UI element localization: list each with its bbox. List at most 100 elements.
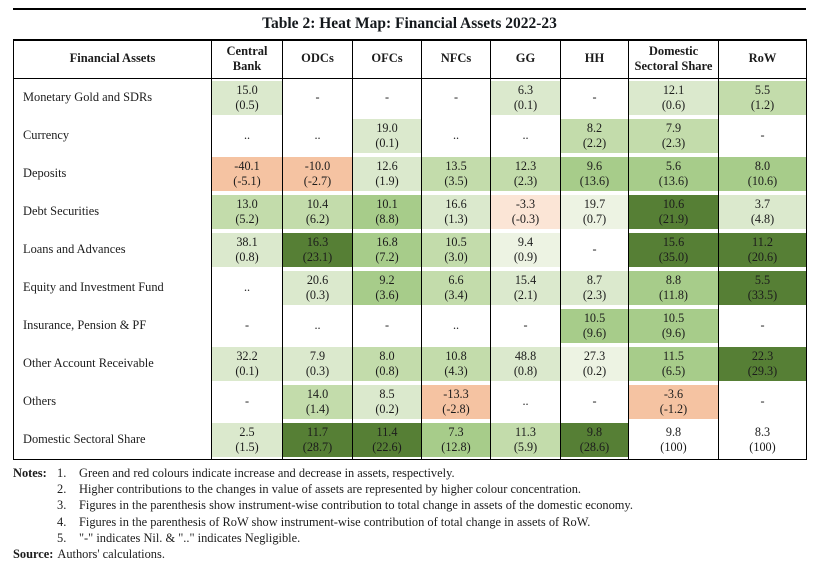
table-row: Equity and Investment Fund.. 20.6 (0.3) 9.2… bbox=[13, 268, 807, 307]
source-label: Source: bbox=[13, 547, 54, 562]
heatmap-cell-fill: 48.8 (0.8) bbox=[491, 346, 560, 381]
heatmap-cell-fill: 11.3 (5.9) bbox=[491, 422, 560, 457]
cell-contribution: (1.4) bbox=[305, 401, 330, 416]
cell-value: 10.4 bbox=[306, 196, 329, 211]
heatmap-cell-fill: 6.6 (3.4) bbox=[422, 270, 490, 305]
heatmap-cell: - bbox=[718, 116, 807, 155]
cell-contribution: (6.2) bbox=[305, 211, 330, 226]
heatmap-cell-fill: - bbox=[719, 308, 806, 343]
cell-value: -10.0 bbox=[304, 158, 331, 173]
column-header-6: HH bbox=[560, 40, 629, 79]
cell-contribution: (0.3) bbox=[305, 287, 330, 302]
cell-value: -40.1 bbox=[234, 158, 260, 173]
cell-contribution: (0.8) bbox=[375, 363, 399, 378]
heatmap-cell-fill: .. bbox=[422, 308, 490, 343]
heatmap-cell: - bbox=[560, 230, 629, 269]
cell-value: .. bbox=[314, 318, 321, 333]
cell-value: - bbox=[760, 128, 765, 143]
cell-value: 13.0 bbox=[236, 196, 258, 211]
heatmap-cell: -3.6 (-1.2) bbox=[628, 382, 719, 421]
row-label: Monetary Gold and SDRs bbox=[13, 78, 212, 117]
heatmap-cell-fill: - bbox=[212, 308, 282, 343]
note-text: "-" indicates Nil. & ".." indicates Negl… bbox=[79, 531, 301, 545]
cell-value: - bbox=[315, 90, 320, 105]
heatmap-cell: 11.4 (22.6) bbox=[352, 420, 422, 459]
table-row: Others -14.0 (1.4) 8.5 (0.2) -13.3 (-2.8).. - -3… bbox=[13, 382, 807, 421]
cell-value: .. bbox=[452, 128, 460, 143]
heatmap-cell: 16.3 (23.1) bbox=[282, 230, 353, 269]
table-body: Monetary Gold and SDRs 15.0 (0.5) - - -6.3 (0.… bbox=[13, 78, 807, 459]
heatmap-cell: 6.6 (3.4) bbox=[421, 268, 491, 307]
heatmap-cell: 12.6 (1.9) bbox=[352, 154, 422, 193]
cell-contribution: (-2.7) bbox=[303, 173, 332, 188]
cell-value: 9.2 bbox=[379, 272, 395, 287]
heatmap-cell-fill: - bbox=[561, 80, 628, 115]
heatmap-cell: -10.0 (-2.7) bbox=[282, 154, 353, 193]
cell-contribution: (3.5) bbox=[444, 173, 468, 188]
heatmap-cell: 10.6 (21.9) bbox=[628, 192, 719, 231]
cell-contribution: (0.1) bbox=[513, 97, 538, 112]
cell-value: 14.0 bbox=[306, 386, 329, 401]
cell-contribution: (-5.1) bbox=[233, 173, 261, 188]
heatmap-cell: 13.0 (5.2) bbox=[211, 192, 283, 231]
cell-contribution: (0.8) bbox=[513, 363, 538, 378]
heatmap-cell-fill: 10.6 (21.9) bbox=[629, 194, 718, 229]
table-row: Monetary Gold and SDRs 15.0 (0.5) - - -6.3 (0.… bbox=[13, 78, 807, 117]
heatmap-cell-fill: 32.2 (0.1) bbox=[212, 346, 282, 381]
cell-value: 12.6 bbox=[376, 158, 398, 173]
cell-contribution: (0.9) bbox=[513, 249, 538, 264]
cell-value: 16.6 bbox=[445, 196, 467, 211]
heatmap-cell: 16.6 (1.3) bbox=[421, 192, 491, 231]
cell-value: 2.5 bbox=[239, 424, 255, 439]
cell-value: 5.6 bbox=[665, 158, 682, 173]
cell-value: - bbox=[244, 318, 250, 333]
cell-value: .. bbox=[243, 280, 251, 295]
heatmap-cell: 9.6 (13.6) bbox=[560, 154, 629, 193]
cell-value: .. bbox=[522, 128, 529, 143]
cell-contribution: (23.1) bbox=[302, 249, 333, 264]
cell-value: 22.3 bbox=[751, 348, 774, 363]
heatmap-cell: 19.7 (0.7) bbox=[560, 192, 629, 231]
cell-value: 12.1 bbox=[662, 82, 685, 97]
cell-value: 7.3 bbox=[448, 424, 464, 439]
note-text: Figures in the parenthesis show instrume… bbox=[79, 498, 633, 513]
cell-contribution: (28.7) bbox=[302, 439, 333, 454]
cell-contribution: (9.6) bbox=[582, 325, 607, 340]
heatmap-cell: 13.5 (3.5) bbox=[421, 154, 491, 193]
cell-value: 10.8 bbox=[445, 348, 467, 363]
heatmap-cell: 3.7 (4.8) bbox=[718, 192, 807, 231]
cell-value: 15.6 bbox=[662, 234, 685, 249]
heatmap-cell-fill: 8.3 (100) bbox=[719, 422, 806, 457]
heatmap-cell-fill: 11.4 (22.6) bbox=[353, 422, 421, 457]
column-header-1: Central Bank bbox=[211, 40, 283, 79]
heatmap-cell: 48.8 (0.8) bbox=[490, 344, 561, 383]
heatmap-cell-fill: 5.5 (1.2) bbox=[719, 80, 806, 115]
cell-value: 9.6 bbox=[586, 158, 603, 173]
column-header-5: GG bbox=[490, 40, 561, 79]
cell-contribution: (33.5) bbox=[747, 287, 778, 302]
heatmap-cell: 12.3 (2.3) bbox=[490, 154, 561, 193]
heatmap-cell: - bbox=[560, 78, 629, 117]
heatmap-cell: 9.8 (28.6) bbox=[560, 420, 629, 459]
cell-value: 15.0 bbox=[236, 82, 258, 97]
cell-value: - bbox=[453, 90, 459, 105]
cell-contribution: (0.2) bbox=[375, 401, 399, 416]
cell-contribution: (1.2) bbox=[750, 97, 775, 112]
heatmap-cell-fill: 9.2 (3.6) bbox=[353, 270, 421, 305]
heatmap-cell: 16.8 (7.2) bbox=[352, 230, 422, 269]
heatmap-cell-fill: .. bbox=[283, 118, 352, 153]
cell-contribution: (2.1) bbox=[513, 287, 538, 302]
heatmap-table: Financial Assets Central Bank ODCs OFCs NFCs… bbox=[13, 39, 807, 460]
cell-contribution: (2.3) bbox=[582, 287, 607, 302]
heatmap-cell-fill: 7.9 (0.3) bbox=[283, 346, 352, 381]
cell-value: - bbox=[592, 90, 597, 105]
heatmap-cell: 9.2 (3.6) bbox=[352, 268, 422, 307]
heatmap-cell-fill: 27.3 (0.2) bbox=[561, 346, 628, 381]
cell-value: 32.2 bbox=[236, 348, 258, 363]
cell-value: -3.6 bbox=[663, 386, 684, 401]
cell-contribution: (1.9) bbox=[375, 173, 399, 188]
heatmap-cell: - bbox=[718, 306, 807, 345]
cell-contribution: (5.9) bbox=[513, 439, 538, 454]
heatmap-cell-fill: 15.0 (0.5) bbox=[212, 80, 282, 115]
row-label: Equity and Investment Fund bbox=[13, 268, 212, 307]
